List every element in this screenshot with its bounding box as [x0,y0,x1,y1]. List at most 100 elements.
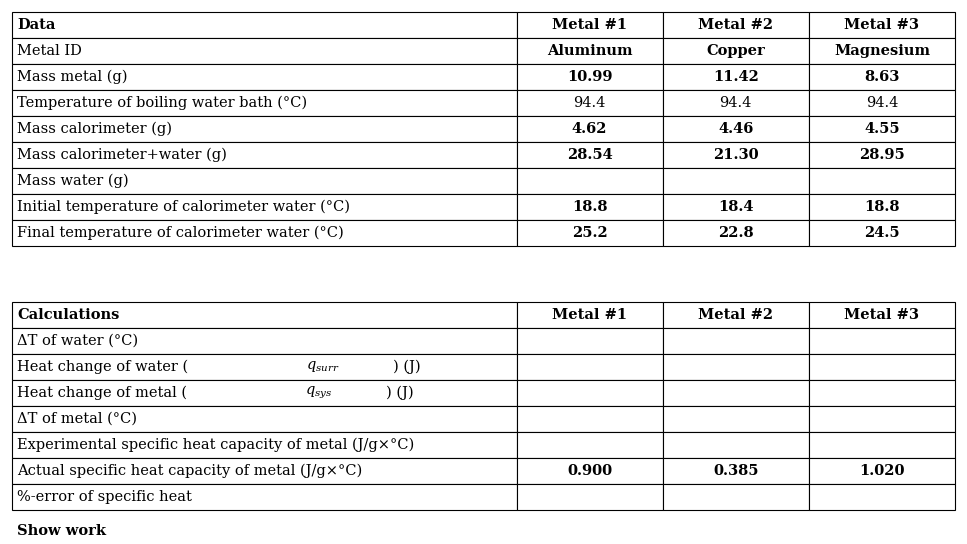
Bar [516,354,662,380]
Text: 94.4: 94.4 [573,96,605,110]
Text: Metal #1: Metal #1 [552,18,628,32]
Bar [12,302,516,328]
Bar [12,116,516,142]
Bar [516,38,662,64]
Text: $q_{surr}$: $q_{surr}$ [307,360,339,374]
Bar [808,64,955,90]
Text: $q_{sys}$: $q_{sys}$ [305,385,333,401]
Bar [808,168,955,194]
Bar [808,354,955,380]
Text: Experimental specific heat capacity of metal (J/g×°C): Experimental specific heat capacity of m… [17,438,414,452]
Text: 94.4: 94.4 [719,96,752,110]
Text: Calculations: Calculations [17,308,119,322]
Text: 11.42: 11.42 [713,70,759,84]
Text: ) (J): ) (J) [386,386,413,400]
Bar [808,328,955,354]
Text: 21.30: 21.30 [713,148,758,162]
Text: 0.900: 0.900 [567,464,612,478]
Bar [516,220,662,246]
Bar [12,354,516,380]
Text: Metal #3: Metal #3 [844,308,920,322]
Bar [12,38,516,64]
Bar [12,168,516,194]
Bar [12,220,516,246]
Bar [662,168,808,194]
Text: 22.8: 22.8 [718,226,753,240]
Bar [516,302,662,328]
Bar [12,484,516,510]
Text: 4.62: 4.62 [571,122,607,136]
Text: Heat change of water (: Heat change of water ( [17,360,189,374]
Text: Mass calorimeter+water (g): Mass calorimeter+water (g) [17,148,227,162]
Text: Initial temperature of calorimeter water (°C): Initial temperature of calorimeter water… [17,200,350,214]
Bar [12,64,516,90]
Text: 4.46: 4.46 [718,122,753,136]
Text: Heat change of metal (: Heat change of metal ( [17,386,187,400]
Bar [12,142,516,168]
Bar [662,220,808,246]
Bar [808,90,955,116]
Bar [808,484,955,510]
Bar [662,354,808,380]
Bar [12,432,516,458]
Bar [516,380,662,406]
Bar [516,168,662,194]
Bar [516,458,662,484]
Bar [516,484,662,510]
Text: Data: Data [17,18,55,32]
Bar [12,380,516,406]
Text: 25.2: 25.2 [571,226,607,240]
Text: 4.55: 4.55 [864,122,899,136]
Bar [516,90,662,116]
Bar [662,380,808,406]
Text: Mass calorimeter (g): Mass calorimeter (g) [17,122,172,136]
Bar [12,12,516,38]
Text: 18.8: 18.8 [864,200,899,214]
Text: Copper: Copper [706,44,765,58]
Text: %-error of specific heat: %-error of specific heat [17,490,191,504]
Bar [662,328,808,354]
Text: Metal ID: Metal ID [17,44,82,58]
Bar [516,432,662,458]
Bar [662,302,808,328]
Text: Mass water (g): Mass water (g) [17,174,129,188]
Text: Aluminum: Aluminum [546,44,632,58]
Bar [662,432,808,458]
Bar [12,328,516,354]
Bar [808,116,955,142]
Bar [662,116,808,142]
Text: Metal #3: Metal #3 [844,18,920,32]
Bar [516,406,662,432]
Text: Metal #2: Metal #2 [698,18,774,32]
Bar [662,458,808,484]
Text: 0.385: 0.385 [713,464,758,478]
Bar [808,194,955,220]
Bar [808,12,955,38]
Bar [662,484,808,510]
Bar [516,116,662,142]
Text: 24.5: 24.5 [864,226,899,240]
Text: 28.54: 28.54 [567,148,612,162]
Text: ΔT of metal (°C): ΔT of metal (°C) [17,412,137,426]
Bar [808,142,955,168]
Text: 94.4: 94.4 [865,96,898,110]
Bar [662,64,808,90]
Text: 18.4: 18.4 [718,200,753,214]
Bar [808,302,955,328]
Bar [662,194,808,220]
Text: Metal #2: Metal #2 [698,308,774,322]
Text: Actual specific heat capacity of metal (J/g×°C): Actual specific heat capacity of metal (… [17,464,363,478]
Text: 10.99: 10.99 [567,70,612,84]
Text: Magnesium: Magnesium [834,44,930,58]
Bar [516,142,662,168]
Bar [516,328,662,354]
Text: 18.8: 18.8 [571,200,607,214]
Bar [662,142,808,168]
Bar [808,406,955,432]
Bar [516,64,662,90]
Bar [516,194,662,220]
Text: Show work: Show work [17,524,106,538]
Bar [662,38,808,64]
Bar [808,220,955,246]
Bar [662,90,808,116]
